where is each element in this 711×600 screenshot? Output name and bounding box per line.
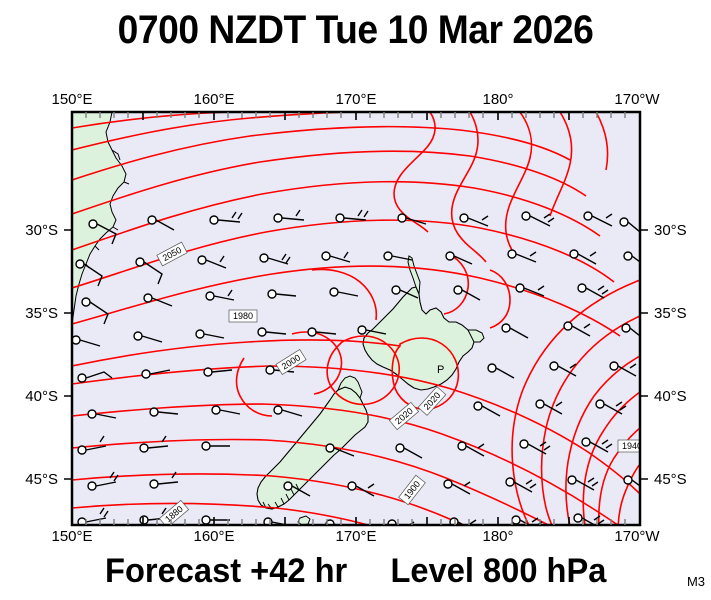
lon-label-bottom: 170°W xyxy=(614,528,660,544)
nz-south-island xyxy=(256,386,369,510)
lat-labels-left: 30°S 35°S 40°S 45°S 50°S xyxy=(25,222,58,488)
lon-label-bottom: 160°E xyxy=(193,528,234,544)
ocean-background xyxy=(72,112,640,525)
lat-label-right: 35°S xyxy=(654,305,687,322)
lon-label-bottom: 170°E xyxy=(335,528,376,544)
nz-north-island-top-spit xyxy=(407,255,421,295)
lon-label-top: 170°E xyxy=(335,91,376,108)
contour-label: 1980 xyxy=(228,309,258,323)
lat-label-left: 30°S xyxy=(25,222,58,239)
lon-labels-bottom: 150°E 160°E 170°E 180° 170°W xyxy=(51,528,660,544)
lon-label-top: 150°E xyxy=(51,91,92,108)
svg-text:1960: 1960 xyxy=(410,541,431,544)
lat-label-right: 45°S xyxy=(654,471,687,488)
nz-south-island-fiordland-detail xyxy=(262,483,300,510)
lat-label-left: 40°S xyxy=(25,388,58,405)
contour-lines xyxy=(72,112,640,525)
nz-south-island-marlborough xyxy=(337,375,363,400)
pressure-centre-label: P xyxy=(437,364,444,376)
lon-labels-top: 150°E 160°E 170°E 180° 170°W xyxy=(51,91,660,108)
lat-label-right: 30°S xyxy=(654,222,687,239)
svg-text:1940: 1940 xyxy=(622,441,642,451)
lon-label-top: 170°W xyxy=(614,91,660,108)
map-panel: 2050 1980 2000 2020 2020 xyxy=(0,84,711,544)
lat-labels-right: 30°S 35°S 40°S 45°S 50°S xyxy=(654,222,687,488)
lon-label-top: 180° xyxy=(482,91,513,108)
lat-label-left: 35°S xyxy=(25,305,58,322)
australia-coast-detail xyxy=(85,149,130,269)
contour-label: 1940 xyxy=(617,439,642,453)
map-svg[interactable]: 2050 1980 2000 2020 2020 xyxy=(0,84,711,544)
axis-ticks xyxy=(85,112,626,525)
corner-tag: M3 xyxy=(686,574,705,589)
svg-text:1980: 1980 xyxy=(233,311,253,321)
contour-label: 1960 xyxy=(406,537,433,544)
forecast-label: Forecast +42 hr xyxy=(104,552,348,590)
footer-row: Forecast +42 hr Level 800 hPa xyxy=(0,552,711,591)
lat-label-left: 45°S xyxy=(25,471,58,488)
lon-label-top: 160°E xyxy=(193,91,234,108)
page-title: 0700 NZDT Tue 10 Mar 2026 xyxy=(117,8,594,52)
lat-label-right: 40°S xyxy=(654,388,687,405)
lon-label-bottom: 150°E xyxy=(51,528,92,544)
australia-landmass xyxy=(72,112,127,325)
wind-barbs xyxy=(72,209,640,525)
level-label: Level 800 hPa xyxy=(390,552,607,590)
lon-label-bottom: 180° xyxy=(482,528,513,544)
axis-major-ticks xyxy=(64,112,648,525)
nz-north-island-east-cape xyxy=(467,329,485,343)
